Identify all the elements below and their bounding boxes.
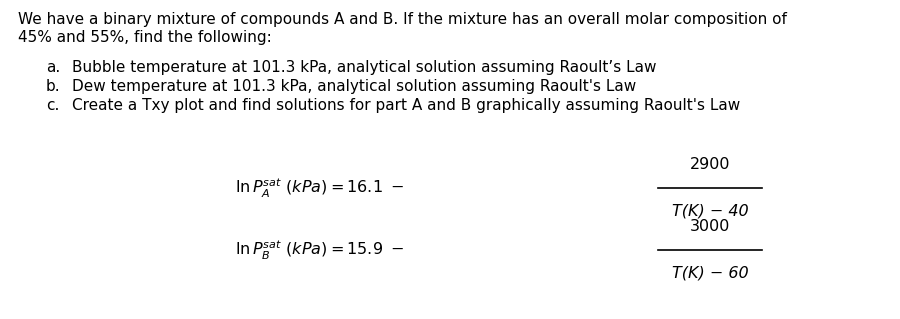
Text: a.: a. [46,60,60,75]
Text: $\ln P_B^{sat}\ (kPa) = 15.9\ -$: $\ln P_B^{sat}\ (kPa) = 15.9\ -$ [235,238,404,262]
Text: 3000: 3000 [689,219,730,234]
Text: Dew temperature at 101.3 kPa, analytical solution assuming Raoult's Law: Dew temperature at 101.3 kPa, analytical… [72,79,636,94]
Text: b.: b. [46,79,60,94]
Text: 2900: 2900 [689,157,730,172]
Text: T(K) − 60: T(K) − 60 [671,266,748,281]
Text: Bubble temperature at 101.3 kPa, analytical solution assuming Raoult’s Law: Bubble temperature at 101.3 kPa, analyti… [72,60,656,75]
Text: c.: c. [46,98,59,113]
Text: T(K) − 40: T(K) − 40 [671,204,748,219]
Text: $\ln P_A^{sat}\ (kPa) = 16.1\ -$: $\ln P_A^{sat}\ (kPa) = 16.1\ -$ [235,176,404,200]
Text: We have a binary mixture of compounds A and B. If the mixture has an overall mol: We have a binary mixture of compounds A … [18,12,787,27]
Text: 45% and 55%, find the following:: 45% and 55%, find the following: [18,30,272,45]
Text: Create a Txy plot and find solutions for part A and B graphically assuming Raoul: Create a Txy plot and find solutions for… [72,98,740,113]
